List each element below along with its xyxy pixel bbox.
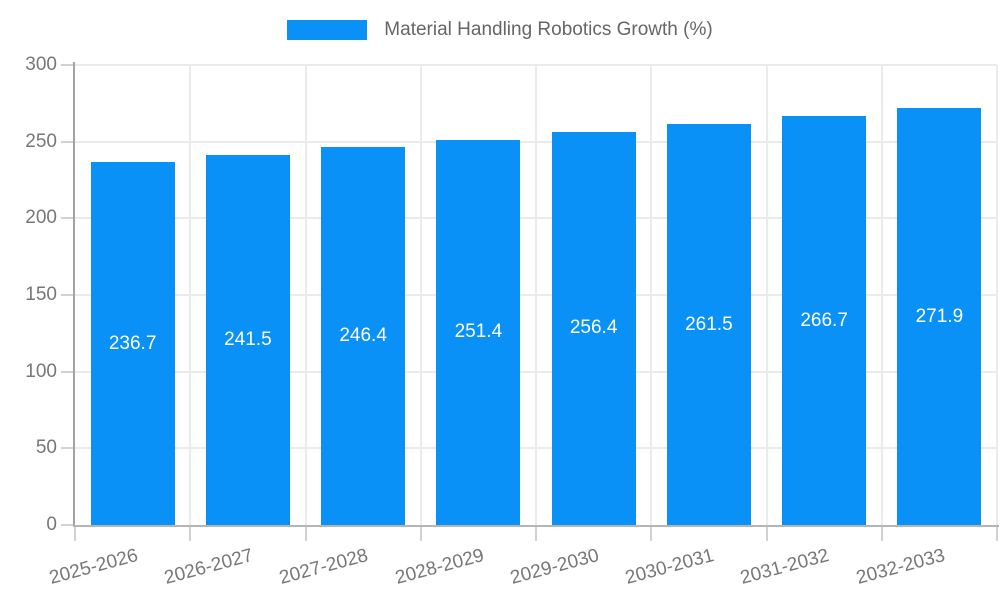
y-tick-mark (61, 217, 73, 220)
x-axis-tick-label: 2032-2033 (853, 545, 947, 589)
x-axis-tick-label: 2029-2030 (507, 545, 602, 589)
legend-swatch (287, 20, 368, 40)
x-axis-tick-label: 2025-2026 (46, 545, 141, 589)
bar-value-label: 261.5 (685, 313, 733, 335)
x-axis-tick-label: 2027-2028 (277, 545, 371, 589)
gridline-vertical (996, 65, 998, 525)
y-axis-tick-label: 100 (25, 360, 57, 382)
y-tick-mark (61, 447, 73, 450)
bar: 246.4 (321, 147, 406, 525)
bar-value-label: 241.5 (224, 328, 272, 350)
x-tick-mark (304, 527, 307, 541)
gridline-vertical (880, 65, 883, 525)
gridline-vertical (765, 65, 768, 525)
y-axis-tick-label: 50 (35, 437, 57, 459)
bar-value-label: 236.7 (108, 332, 157, 354)
bar-value-label: 246.4 (339, 325, 387, 347)
x-axis-tick-label: 2030-2031 (623, 545, 717, 589)
bar: 271.9 (897, 108, 982, 525)
bar: 266.7 (782, 116, 867, 525)
bar: 236.7 (90, 162, 175, 525)
gridline-vertical (304, 65, 307, 525)
y-axis-tick-label: 200 (25, 207, 57, 229)
y-axis-tick-label: 300 (25, 54, 57, 75)
bar-value-label: 266.7 (800, 309, 848, 331)
gridline-vertical (419, 65, 422, 525)
gridline-vertical (189, 65, 192, 525)
bar-value-label: 256.4 (569, 317, 618, 339)
y-axis-line (73, 62, 75, 527)
x-tick-mark (535, 527, 537, 541)
y-tick-mark (61, 64, 73, 66)
bar: 256.4 (551, 131, 636, 525)
y-tick-mark (61, 370, 73, 373)
bar-value-label: 251.4 (454, 321, 503, 343)
x-tick-mark (880, 527, 883, 541)
legend-title: Material Handling Robotics Growth (%) (384, 19, 713, 40)
x-tick-mark (419, 527, 422, 541)
x-axis-line (73, 525, 999, 527)
bar-value-label: 271.9 (915, 305, 964, 327)
bar: 261.5 (666, 124, 751, 525)
legend[interactable]: Material Handling Robotics Growth (%) (0, 19, 1000, 41)
y-tick-mark (61, 524, 73, 526)
plot-area: 236.7 241.5 246.4 251.4 256.4 261.5 266.7 271.9 (75, 65, 997, 525)
bar: 251.4 (436, 139, 521, 525)
y-tick-mark (61, 140, 73, 143)
gridline-vertical (650, 65, 653, 525)
x-axis-tick-label: 2026-2027 (162, 545, 256, 589)
bar: 241.5 (205, 154, 290, 525)
x-tick-mark (996, 527, 998, 541)
x-tick-mark (189, 527, 192, 541)
x-axis-tick-label: 2028-2029 (392, 545, 486, 589)
gridline-vertical (535, 65, 537, 525)
x-axis-tick-label: 2031-2032 (738, 545, 832, 589)
x-tick-mark (74, 527, 76, 541)
x-tick-mark (650, 527, 653, 541)
y-axis-tick-label: 0 (46, 514, 57, 535)
x-tick-mark (765, 527, 768, 541)
y-axis-tick-label: 250 (25, 130, 57, 152)
y-axis-tick-label: 150 (25, 284, 57, 305)
y-tick-mark (61, 294, 73, 296)
